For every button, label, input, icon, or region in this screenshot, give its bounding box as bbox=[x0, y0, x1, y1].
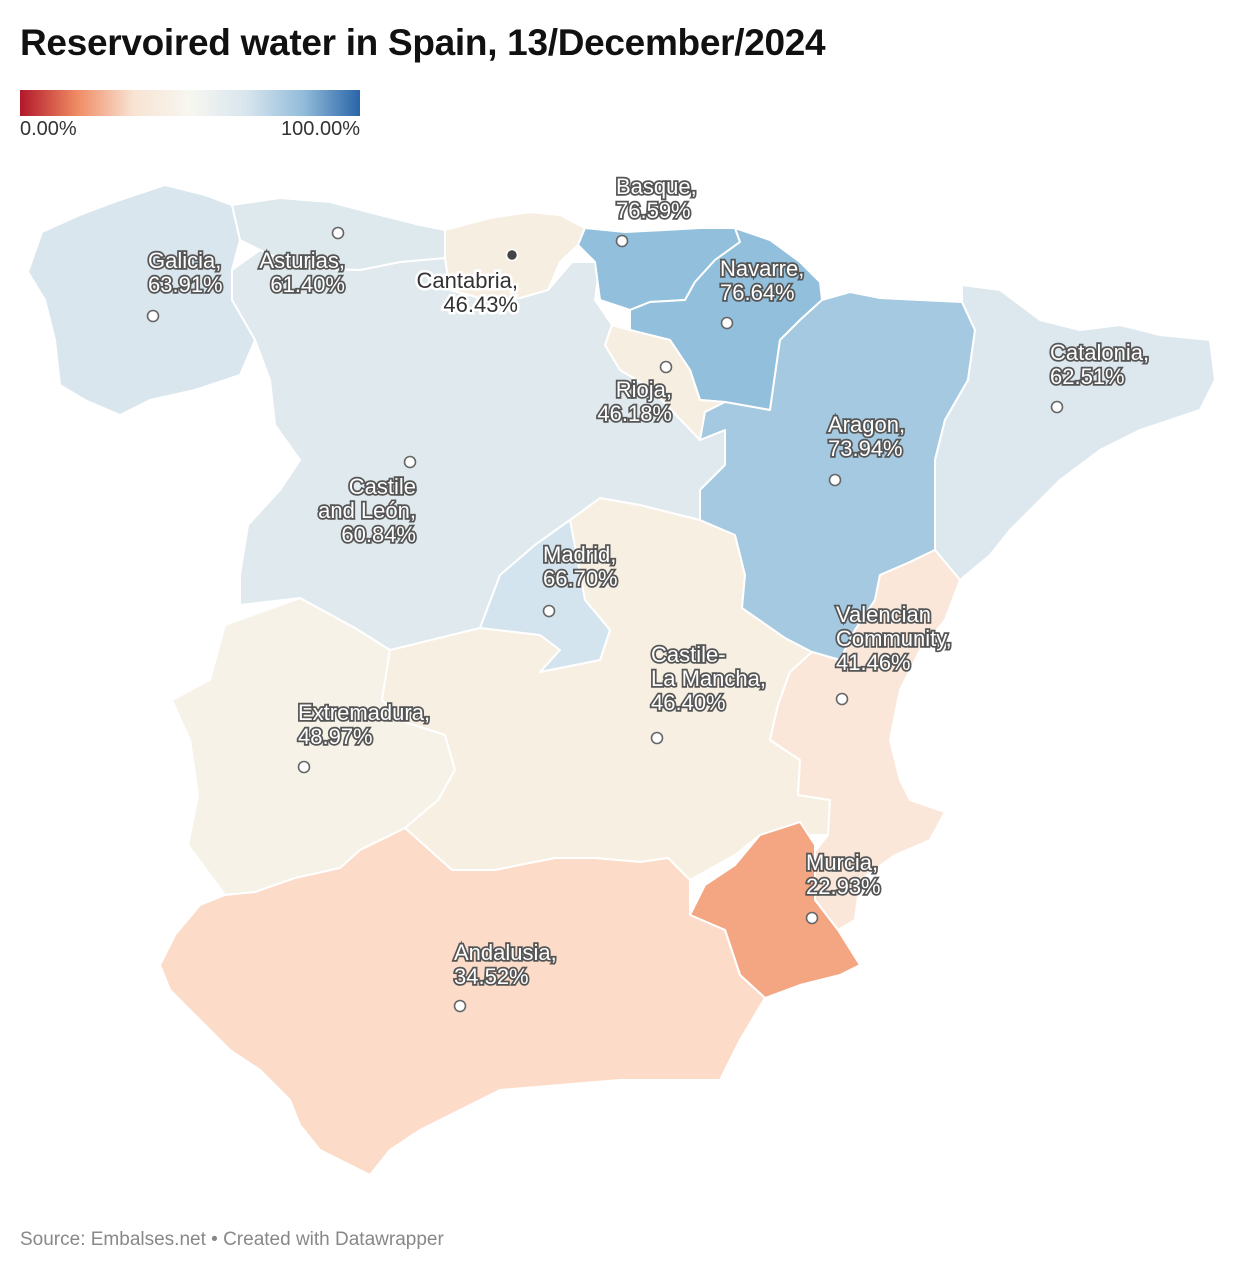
label-cantabria: Cantabria, 46.43% bbox=[416, 268, 518, 317]
marker-cantabria bbox=[505, 248, 519, 262]
label-castile-la-mancha: Castile-La Mancha, 46.40% bbox=[651, 642, 766, 715]
marker-murcia bbox=[805, 911, 819, 925]
label-andalusia: Andalusia, 34.52% bbox=[454, 940, 557, 989]
label-galicia: Galicia, 63.91% bbox=[148, 248, 223, 297]
label-line: Rioja, bbox=[616, 377, 672, 402]
label-line: 62.51% bbox=[1050, 364, 1125, 389]
region-catalonia[interactable] bbox=[934, 284, 1216, 581]
marker-rioja bbox=[659, 360, 673, 374]
label-murcia: Murcia, 22.93% bbox=[806, 850, 881, 899]
legend-min-label: 0.00% bbox=[20, 118, 77, 140]
legend-gradient-bar bbox=[20, 90, 360, 116]
color-legend: 0.00% 100.00% bbox=[20, 90, 360, 141]
label-line: Castile- bbox=[651, 642, 726, 667]
label-line: Community, bbox=[836, 626, 952, 651]
label-madrid: Madrid, 66.70% bbox=[543, 542, 618, 591]
marker-andalusia bbox=[453, 999, 467, 1013]
marker-navarre bbox=[720, 316, 734, 330]
marker-asturias bbox=[331, 226, 345, 240]
marker-basque bbox=[615, 234, 629, 248]
label-line: 76.59% bbox=[616, 198, 691, 223]
marker-castile-la-mancha bbox=[650, 731, 664, 745]
label-extremadura: Extremadura, 48.97% bbox=[298, 700, 430, 749]
marker-aragon bbox=[828, 473, 842, 487]
label-basque: Basque, 76.59% bbox=[616, 174, 697, 223]
label-line: 73.94% bbox=[828, 436, 903, 461]
label-line: Andalusia, bbox=[454, 940, 557, 965]
label-line: 60.84% bbox=[341, 522, 416, 547]
label-aragon: Aragon, 73.94% bbox=[828, 412, 905, 461]
label-castile-leon: Castile and León, 60.84% bbox=[318, 474, 416, 547]
label-line: 48.97% bbox=[298, 724, 373, 749]
label-line: Cantabria, bbox=[416, 268, 518, 293]
map-title: Reservoired water in Spain, 13/December/… bbox=[20, 22, 826, 63]
marker-galicia bbox=[146, 309, 160, 323]
marker-valencian bbox=[835, 692, 849, 706]
marker-catalonia bbox=[1050, 400, 1064, 414]
label-line: 34.52% bbox=[454, 964, 529, 989]
legend-max-label: 100.00% bbox=[281, 118, 360, 140]
label-rioja: Rioja, 46.18% bbox=[597, 377, 672, 426]
label-line: Asturias, bbox=[259, 248, 345, 273]
label-line: 61.40% bbox=[270, 272, 345, 297]
label-line: 46.18% bbox=[597, 401, 672, 426]
label-line: Navarre, bbox=[720, 256, 804, 281]
label-line: Extremadura, bbox=[298, 700, 430, 725]
label-catalonia: Catalonia, 62.51% bbox=[1050, 340, 1149, 389]
marker-extremadura bbox=[297, 760, 311, 774]
marker-castile-leon bbox=[403, 455, 417, 469]
label-line: Valencian bbox=[836, 602, 931, 627]
region-galicia[interactable] bbox=[27, 184, 256, 416]
label-line: La Mancha, bbox=[651, 666, 766, 691]
label-navarre: Navarre, 76.64% bbox=[720, 256, 804, 305]
label-line: Catalonia, bbox=[1050, 340, 1149, 365]
region-rioja[interactable] bbox=[604, 324, 726, 441]
region-madrid[interactable] bbox=[479, 519, 611, 673]
label-line: 76.64% bbox=[720, 280, 795, 305]
label-line: 22.93% bbox=[806, 874, 881, 899]
label-valencian: Valencian Community, 41.46% bbox=[836, 602, 952, 675]
label-line: 46.43% bbox=[443, 292, 518, 317]
label-line: Galicia, bbox=[148, 248, 221, 273]
label-line: and León, bbox=[318, 498, 416, 523]
label-line: 63.91% bbox=[148, 272, 223, 297]
label-line: 66.70% bbox=[543, 566, 618, 591]
label-line: Castile bbox=[349, 474, 416, 499]
label-line: Madrid, bbox=[543, 542, 616, 567]
marker-madrid bbox=[542, 604, 556, 618]
region-valencian-community[interactable] bbox=[769, 549, 961, 931]
label-line: Aragon, bbox=[828, 412, 905, 437]
source-footer: Source: Embalses.net • Created with Data… bbox=[20, 1229, 444, 1250]
label-line: Basque, bbox=[616, 174, 697, 199]
label-line: Murcia, bbox=[806, 850, 878, 875]
label-line: 46.40% bbox=[651, 690, 726, 715]
label-line: 41.46% bbox=[836, 650, 911, 675]
label-asturias: Asturias, 61.40% bbox=[259, 248, 345, 297]
